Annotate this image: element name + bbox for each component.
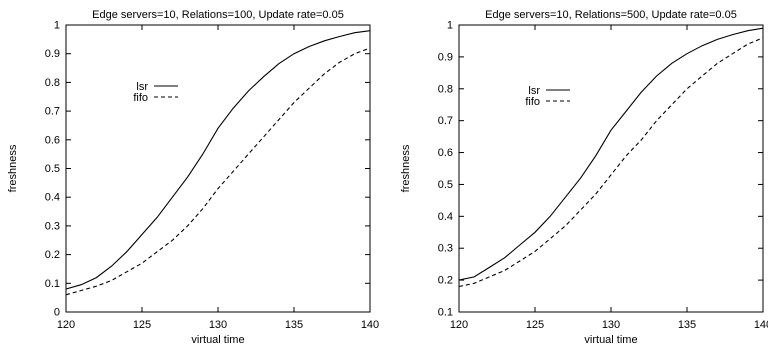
y-tick-label: 0.3 [45, 220, 60, 232]
y-tick-label: 0.4 [45, 192, 60, 204]
plot-frame [458, 24, 764, 313]
y-axis-label: freshness [400, 144, 412, 192]
y-tick-label: 0.7 [45, 106, 60, 118]
y-tick-label: 0.4 [438, 211, 453, 223]
plot-frame [65, 24, 371, 313]
legend-label: lsr [528, 85, 540, 97]
y-tick-label: 0.6 [45, 134, 60, 146]
x-tick-label: 135 [678, 319, 696, 331]
x-tick-label: 120 [57, 319, 75, 331]
y-tick-label: 0.3 [438, 243, 453, 255]
x-axis-label: virtual time [584, 334, 637, 345]
y-tick-label: 0.9 [45, 48, 60, 60]
y-tick-label: 1 [447, 20, 453, 32]
legend-label: fifo [525, 96, 540, 108]
legend-label: fifo [133, 92, 148, 104]
y-axis-label: freshness [7, 144, 19, 192]
series-line-lsr [458, 27, 764, 281]
x-tick-label: 135 [285, 319, 303, 331]
x-tick-label: 140 [754, 319, 768, 331]
y-tick-label: 0.5 [45, 163, 60, 175]
series-line-lsr [65, 30, 371, 290]
x-tick-label: 130 [209, 319, 227, 331]
x-tick-label: 130 [602, 319, 620, 331]
x-tick-label: 120 [450, 319, 468, 331]
y-tick-label: 0.7 [438, 115, 453, 127]
y-tick-label: 0.1 [45, 278, 60, 290]
y-tick-label: 1 [54, 20, 60, 32]
y-tick-label: 0.9 [438, 51, 453, 63]
y-tick-label: 0.2 [438, 275, 453, 287]
x-tick-label: 125 [526, 319, 544, 331]
chart-2: 0.1 0.2 0.3 0.4 0.5 0.6 0.7 0.8 0.9 1 120 125 130 135… [400, 9, 768, 345]
y-tick-label: 0.8 [438, 83, 453, 95]
y-tick-label: 0 [54, 307, 60, 319]
y-tick-label: 0.1 [438, 307, 453, 319]
x-tick-label: 125 [133, 319, 151, 331]
chart-title: Edge servers=10, Relations=100, Update r… [92, 9, 344, 21]
series-line-fifo [65, 47, 371, 296]
legend-label: lsr [136, 81, 148, 93]
y-tick-label: 0.2 [45, 249, 60, 261]
series-line-fifo [458, 37, 764, 288]
chart-title: Edge servers=10, Relations=500, Update r… [485, 9, 737, 21]
chart-1: 0 0.1 0.2 0.3 0.4 0.5 0.6 0.7 0.8 0.9 1 120 125 130 13… [7, 9, 379, 345]
y-tick-label: 0.8 [45, 77, 60, 89]
x-axis-label: virtual time [191, 334, 244, 345]
y-tick-label: 0.5 [438, 179, 453, 191]
x-tick-label: 140 [361, 319, 379, 331]
y-tick-label: 0.6 [438, 147, 453, 159]
